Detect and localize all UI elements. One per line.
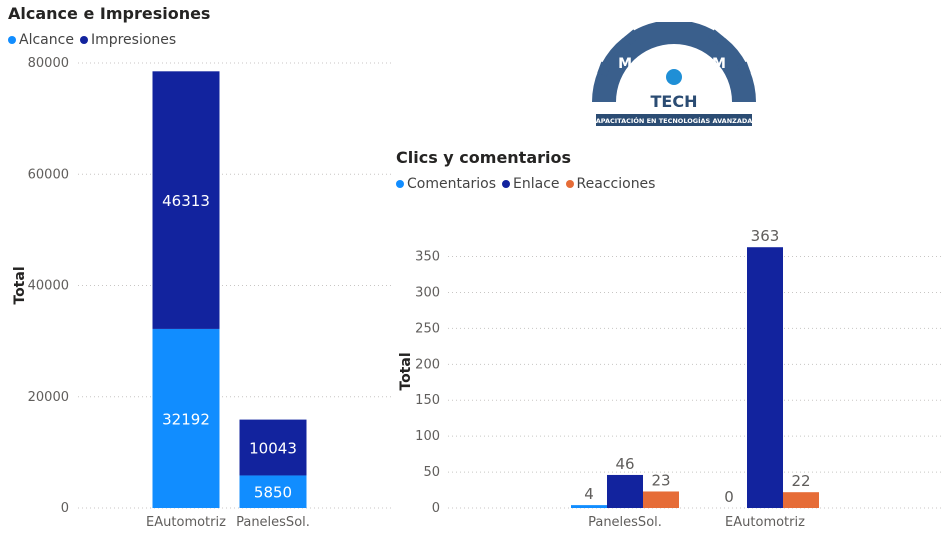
x-tick-label: EAutomotriz (146, 515, 226, 530)
bar-reacciones (783, 492, 819, 508)
legend-item-alcance[interactable]: Alcance (8, 32, 74, 48)
bar-reacciones (643, 491, 679, 508)
milenium-logo: MILENIUM TECH CAPACITACIÓN EN TECNOLOGÍA… (591, 22, 757, 126)
gear-icon (592, 22, 756, 102)
logo-sub: TECH (651, 92, 698, 111)
chart1-plot: 0 20000 40000 60000 80000 Total 32192 46313 EAut… (12, 56, 392, 530)
y-tick-label: 80000 (28, 56, 69, 71)
chart2-legend: Comentarios Enlace Reacciones (396, 176, 661, 192)
data-label: 32192 (162, 410, 210, 428)
legend-item-enlace[interactable]: Enlace (502, 176, 560, 192)
bar-enlace (747, 247, 783, 508)
x-tick-label: PanelesSol. (588, 515, 662, 530)
y-tick-label: 250 (415, 321, 440, 336)
chart2-title: Clics y comentarios (396, 148, 572, 167)
legend-marker-enlace (502, 180, 511, 188)
bar-alcance (239, 475, 307, 508)
data-label: 5850 (254, 484, 292, 502)
legend-label-reacciones: Reacciones (576, 176, 656, 192)
legend-marker-impresiones (79, 36, 88, 44)
data-label: 0 (724, 488, 734, 506)
data-label: 23 (651, 471, 670, 489)
y-axis-title: Total (12, 266, 28, 304)
y-tick-label: 150 (415, 393, 440, 408)
y-tick-label: 300 (415, 285, 440, 300)
legend-marker-alcance (8, 36, 16, 44)
legend-label-alcance: Alcance (19, 32, 74, 48)
chart1-title: Alcance e Impresiones (8, 4, 211, 23)
y-tick-label: 60000 (28, 167, 69, 182)
bar-impresiones (239, 419, 307, 476)
chart1-legend: Alcance Impresiones (8, 32, 182, 48)
bar-enlace (607, 474, 643, 508)
legend-item-reacciones[interactable]: Reacciones (565, 176, 656, 192)
y-tick-label: 200 (415, 357, 440, 372)
legend-item-comentarios[interactable]: Comentarios (396, 176, 496, 192)
y-tick-label: 0 (61, 501, 69, 516)
logo-name: MILENIUM (618, 56, 730, 72)
y-tick-label: 50 (423, 465, 440, 480)
data-label: 4 (584, 485, 594, 503)
bar-alcance (152, 328, 220, 508)
x-tick-label: PanelesSol. (236, 515, 310, 530)
y-axis-title: Total (398, 352, 414, 390)
data-label: 363 (751, 227, 780, 245)
data-label: 22 (791, 472, 810, 490)
y-tick-label: 20000 (28, 390, 69, 405)
y-tick-label: 100 (415, 429, 440, 444)
legend-label-impresiones: Impresiones (90, 32, 177, 48)
x-tick-label: EAutomotriz (725, 515, 805, 530)
y-tick-label: 350 (415, 250, 440, 265)
logo-emblem-icon (666, 69, 682, 85)
y-tick-label: 0 (432, 501, 440, 516)
legend-item-impresiones[interactable]: Impresiones (79, 32, 177, 48)
y-tick-label: 40000 (28, 279, 69, 294)
data-label: 46313 (162, 192, 210, 210)
legend-label-comentarios: Comentarios (407, 176, 497, 192)
data-label: 10043 (249, 440, 297, 458)
data-label: 46 (615, 455, 634, 473)
legend-marker-reacciones (565, 180, 574, 188)
bar-impresiones (152, 71, 220, 329)
legend-marker-comentarios (396, 180, 404, 188)
legend-label-enlace: Enlace (513, 176, 560, 192)
bar-comentarios (571, 505, 607, 508)
logo-tagline: CAPACITACIÓN EN TECNOLOGÍAS AVANZADAS (591, 116, 757, 125)
